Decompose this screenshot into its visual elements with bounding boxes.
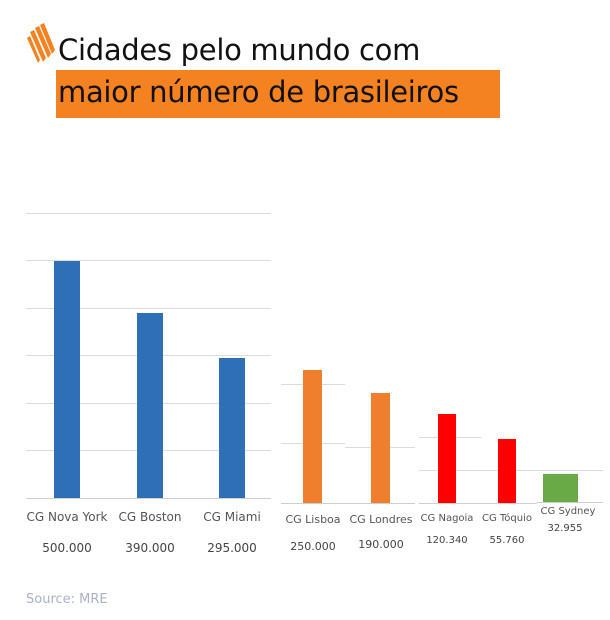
category-label: CG Miami — [203, 510, 261, 524]
value-label: 55.760 — [489, 535, 525, 546]
baseline — [537, 502, 603, 503]
chart-title-line-2: maior número de brasileiros — [58, 75, 459, 109]
bar-toquio — [498, 439, 516, 503]
value-label: 190.000 — [358, 538, 404, 551]
category-label: CG Londres — [349, 513, 413, 526]
bar-londres — [371, 393, 390, 503]
bar-lisboa — [303, 370, 322, 503]
gridline — [26, 308, 271, 309]
bar-miami — [219, 358, 245, 498]
chart-title-line-1: Cidades pelo mundo com — [58, 33, 421, 67]
baseline — [419, 503, 537, 504]
bar-sydney — [543, 474, 578, 502]
baseline — [281, 503, 415, 504]
gridline — [537, 470, 603, 471]
category-label: CG Sydney — [540, 506, 596, 517]
value-label: 390.000 — [125, 541, 175, 555]
value-label: 250.000 — [290, 540, 336, 553]
value-label: 295.000 — [207, 541, 257, 555]
source-note: Source: MRE — [26, 592, 108, 607]
sbs-logo-icon — [27, 23, 55, 63]
bar-nagoia — [438, 414, 456, 503]
category-label: CG Nagoia — [420, 513, 474, 524]
gridline — [26, 260, 271, 261]
bar-nova-york — [54, 261, 80, 498]
value-label: 500.000 — [42, 541, 92, 555]
value-label: 120.340 — [426, 535, 468, 546]
category-label: CG Lisboa — [285, 513, 341, 526]
baseline — [26, 498, 271, 499]
bar-boston — [137, 313, 163, 498]
category-label: CG Boston — [118, 510, 182, 524]
category-label: CG Tóquio — [481, 513, 533, 524]
category-label: CG Nova York — [26, 510, 108, 524]
gridline — [26, 213, 271, 214]
title-highlight — [56, 70, 500, 118]
value-label: 32.955 — [547, 523, 583, 534]
